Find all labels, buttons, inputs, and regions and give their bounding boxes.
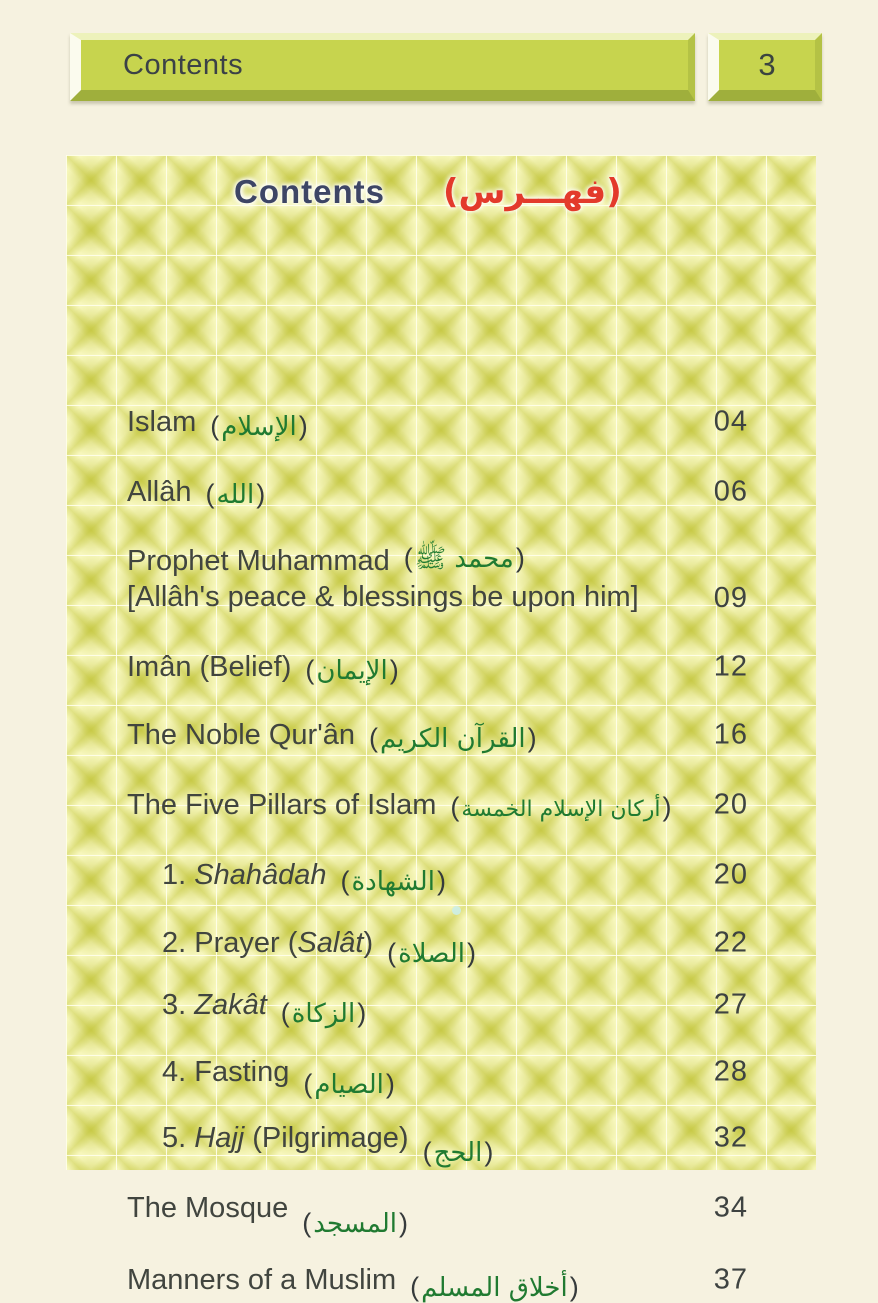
toc-row-noble-quran: The Noble Qur'ân (القرآن الكريم) 16 — [127, 715, 816, 755]
toc-entry-page: 04 — [713, 405, 748, 438]
toc-row-prophet-muhammad: Prophet Muhammad (محمد ﷺ) [Allâh's peace… — [127, 543, 816, 619]
toc-entry-english: The Five Pillars of Islam — [127, 788, 437, 821]
contents-title-row: Contents (فهـــرس) — [66, 172, 816, 212]
toc-entry-page: 22 — [713, 926, 748, 959]
toc-row-manners: Manners of a Muslim (أخلاق المسلم) 37 — [127, 1260, 816, 1303]
toc-row-zakat: 3. Zakât (الزكاة) 27 — [162, 985, 816, 1029]
toc-entry-english: Manners of a Muslim — [127, 1263, 397, 1296]
toc-entry-english: The Mosque — [127, 1191, 289, 1224]
toc-row-hajj: 5. Hajj (Pilgrimage) (الحج) 32 — [162, 1118, 816, 1168]
toc-entry-arabic: (أركان الإسلام الخمسة) — [450, 791, 672, 822]
toc-row-iman: Imân (Belief) (الإيمان) 12 — [127, 647, 816, 687]
toc-entry-arabic: (الشهادة) — [340, 865, 446, 897]
header-tab-contents: Contents — [70, 33, 695, 101]
toc-entry-english: The Noble Qur'ân — [127, 718, 355, 751]
toc-entry-arabic: (الصيام) — [303, 1068, 395, 1100]
toc-row-shahadah: 1. Shahâdah (الشهادة) 20 — [162, 855, 816, 897]
toc-entry-arabic: (المسجد) — [302, 1207, 409, 1239]
toc-entry-page: 16 — [713, 718, 748, 751]
header-tab-label: Contents — [123, 48, 244, 81]
contents-title-arabic: (فهـــرس) — [443, 172, 622, 212]
toc-row-mosque: The Mosque (المسجد) 34 — [127, 1188, 816, 1239]
toc-entry-arabic: (القرآن الكريم) — [369, 722, 537, 754]
toc-entry-arabic: (الزكاة) — [280, 997, 367, 1029]
toc-entry-page: 28 — [713, 1055, 748, 1088]
toc-entry-english: 1. Shahâdah — [162, 858, 327, 891]
toc-entry-arabic: (الصلاة) — [387, 937, 476, 969]
toc-row-islam: Islam (الإسلام) 04 — [127, 402, 816, 442]
toc-entry-arabic: (الإيمان) — [305, 654, 399, 686]
toc-entry-arabic: (محمد ﷺ) — [403, 543, 525, 574]
toc-entry-page: 06 — [713, 475, 748, 508]
toc-row-fasting: 4. Fasting (الصيام) 28 — [162, 1052, 816, 1100]
toc-entry-line1: Prophet Muhammad (محمد ﷺ) — [127, 543, 816, 579]
toc-entry-english: 4. Fasting — [162, 1055, 290, 1088]
toc-row-prayer: 2. Prayer (Salât) (الصلاة) 22 — [162, 923, 816, 969]
toc-entry-arabic: (الحج) — [422, 1136, 494, 1168]
toc-entry-english: Prophet Muhammad — [127, 544, 390, 577]
toc-entry-english: Islam — [127, 405, 197, 438]
toc-entry-english: 5. Hajj (Pilgrimage) — [162, 1121, 409, 1154]
toc-entry-arabic: (أخلاق المسلم) — [410, 1271, 579, 1303]
toc-entry-page: 27 — [713, 988, 748, 1021]
toc-entry-page: 32 — [713, 1121, 748, 1154]
toc-entry-line2: [Allâh's peace & blessings be upon him] — [127, 580, 639, 613]
toc-entry-english: 2. Prayer (Salât) — [162, 926, 374, 959]
page-number-box: 3 — [708, 33, 822, 101]
toc-entry-page: 09 — [713, 582, 748, 614]
toc-entry-page: 37 — [713, 1263, 748, 1296]
toc-row-allah: Allâh (الله) 06 — [127, 472, 816, 512]
toc-entry-english: 3. Zakât — [162, 988, 267, 1021]
toc-row-five-pillars: The Five Pillars of Islam (أركان الإسلام… — [127, 785, 816, 825]
contents-title-english: Contents — [234, 173, 385, 210]
toc-entry-english: Imân (Belief) — [127, 650, 292, 683]
toc-entry-arabic: (الله) — [205, 478, 266, 510]
toc-entry-arabic: (الإسلام) — [210, 410, 308, 442]
scan-artifact-dot — [452, 906, 461, 915]
toc-entry-page: 34 — [713, 1191, 748, 1224]
toc-entry-page: 20 — [713, 858, 748, 891]
contents-panel: Contents (فهـــرس) Islam (الإسلام) 04 Al… — [66, 155, 816, 1303]
toc-entry-english: Allâh — [127, 475, 192, 508]
page-number: 3 — [758, 47, 776, 82]
toc-entry-page: 20 — [713, 788, 748, 821]
toc-entry-page: 12 — [713, 650, 748, 683]
